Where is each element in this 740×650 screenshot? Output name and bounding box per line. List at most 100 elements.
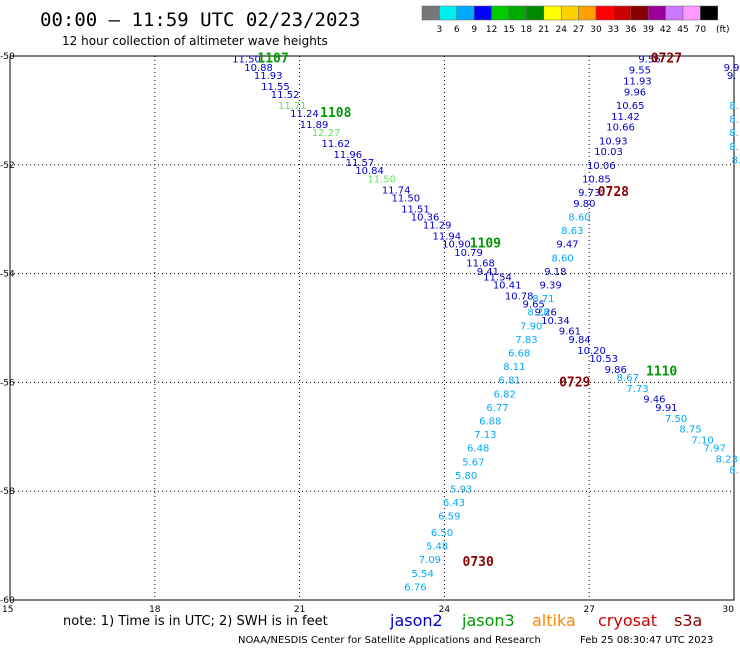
swh-value-label: 12.27 (312, 128, 341, 139)
swh-value-label: 11.94 (432, 232, 461, 243)
swh-value-label: 9.61 (559, 327, 581, 338)
x-axis-ticks: 15 18 21 24 27 30 (2, 605, 734, 615)
colorbar-tick-label: 30 (590, 25, 602, 35)
swh-value-label: 8. (729, 128, 739, 139)
colorbar-tick-label: 24 (555, 25, 567, 35)
swh-value-label: 10.84 (355, 166, 384, 177)
swh-value-label: 11.68 (466, 259, 495, 270)
colorbar-tick-label: 33 (608, 25, 619, 35)
swh-value-label: 8.28 (527, 308, 549, 319)
swh-value-label: 10.34 (541, 316, 570, 327)
swh-value-label: 11.62 (321, 139, 350, 150)
swh-value-label: 9.41 (477, 267, 499, 278)
pass-time-label: 1108 (320, 106, 351, 121)
y-axis-ticks: -50 -52 -54 -56 -58 -60 (0, 52, 15, 606)
swh-value-label: 8.11 (503, 362, 525, 373)
colorbar-swatch (439, 5, 458, 21)
colorbar-unit: (ft) (716, 25, 730, 35)
swh-value-label: 10.41 (493, 280, 522, 291)
pass-time-label: 0728 (598, 185, 629, 200)
swh-value-label: 10.85 (582, 174, 611, 185)
swh-value-label: 8.23 (716, 455, 738, 466)
colorbar-swatch (560, 5, 579, 21)
swh-value-label: 9.65 (523, 300, 545, 311)
swh-value-label: 5.48 (426, 542, 448, 553)
swh-value-label: 9.47 (556, 240, 578, 251)
swh-value-label: 6.43 (443, 498, 465, 509)
swh-value-label: 8.67 (617, 373, 639, 384)
swh-value-label: 7.50 (665, 414, 687, 425)
swh-value-label: 10.06 (587, 161, 616, 172)
colorbar-swatch (700, 5, 719, 21)
colorbar-swatch (665, 5, 684, 21)
x-tick-label: 21 (294, 605, 305, 615)
footer-timestamp: Feb 25 08:30:47 UTC 2023 (580, 635, 713, 646)
swh-value-label: 11.50 (391, 193, 420, 204)
swh-value-label: 9.55 (629, 66, 651, 77)
swh-value-label: 9. (727, 71, 737, 82)
swh-value-label: 7.83 (515, 335, 537, 346)
colorbar-swatch (682, 5, 701, 21)
swh-value-label: 8.71 (532, 294, 554, 305)
swh-value-label: 7.13 (474, 430, 496, 441)
x-tick-label: 30 (723, 605, 735, 615)
swh-value-label: 9.86 (605, 365, 627, 376)
data-points: 11.5010.8811.9311.5511.5211.7111.2411.89… (232, 55, 740, 594)
swh-value-label: 10.93 (599, 136, 628, 147)
swh-value-label: 6.82 (494, 389, 516, 400)
swh-value-label: 9.26 (535, 308, 557, 319)
swh-value-label: 6.81 (498, 376, 520, 387)
swh-value-label: 9.46 (643, 395, 665, 406)
y-tick-label: -56 (0, 378, 15, 388)
colorbar-swatch (526, 5, 545, 21)
swh-value-label: 6.77 (486, 403, 508, 414)
swh-value-label: 11.50 (232, 55, 261, 66)
swh-value-label: 8.75 (679, 425, 701, 436)
pass-time-label: 1107 (257, 52, 288, 67)
colorbar-tick-label: 27 (573, 25, 584, 35)
swh-value-label: 11.55 (261, 82, 290, 93)
color-scale-legend: 3 6 9 12 15 18 21 24 27 30 33 36 39 42 45 70 (421, 5, 719, 35)
swh-value-label: 11.52 (271, 90, 300, 101)
swh-value-label: 6.76 (404, 582, 426, 593)
y-tick-label: -54 (0, 270, 15, 280)
swh-value-label: 11.54 (483, 272, 512, 283)
swh-value-label: 8.63 (561, 226, 583, 237)
colorbar-tick-label: 9 (471, 25, 477, 35)
colorbar-tick-label: 6 (454, 25, 460, 35)
footer-credit: NOAA/NESDIS Center for Satellite Applica… (238, 635, 541, 646)
swh-value-label: 11.89 (300, 120, 329, 131)
swh-value-label: 9.18 (544, 267, 566, 278)
colorbar-swatch (630, 5, 649, 21)
x-tick-label: 27 (583, 605, 594, 615)
pass-time-label: 0729 (559, 375, 590, 390)
swh-value-label: 11.93 (623, 76, 652, 87)
colorbar-tick-label: 18 (521, 25, 533, 35)
colorbar-tick-label: 36 (625, 25, 637, 35)
swh-value-label: 10.78 (505, 291, 534, 302)
colorbar-swatch (508, 5, 527, 21)
pass-time-label: 0730 (463, 555, 494, 570)
swh-value-label: 5.54 (412, 569, 434, 580)
swh-value-label: 7.09 (419, 555, 441, 566)
colorbar-tick-label: 3 (437, 25, 443, 35)
colorbar-swatch (647, 5, 666, 21)
colorbar-tick-label: 39 (642, 25, 654, 35)
y-tick-label: -50 (0, 52, 15, 62)
x-tick-label: 18 (149, 605, 161, 615)
swh-value-label: 11.96 (334, 150, 363, 161)
swh-value-label: 7.73 (626, 384, 648, 395)
pass-time-label: 0727 (651, 52, 682, 67)
pass-time-label: 1110 (646, 365, 677, 380)
swh-value-label: 9.39 (539, 280, 561, 291)
swh-value-label: 11.93 (254, 71, 283, 82)
y-tick-label: -52 (0, 161, 15, 171)
colorbar-swatch (543, 5, 562, 21)
swh-value-label: 9.73 (578, 188, 600, 199)
colorbar-tick-label: 42 (660, 25, 671, 35)
x-tick-label: 24 (439, 605, 451, 615)
colorbar-tick-label: 21 (538, 25, 549, 35)
swh-value-label: 11.42 (611, 112, 640, 123)
chart-title: 00:00 – 11:59 UTC 02/23/2023 (40, 9, 360, 31)
swh-value-label: 9.91 (655, 403, 677, 414)
